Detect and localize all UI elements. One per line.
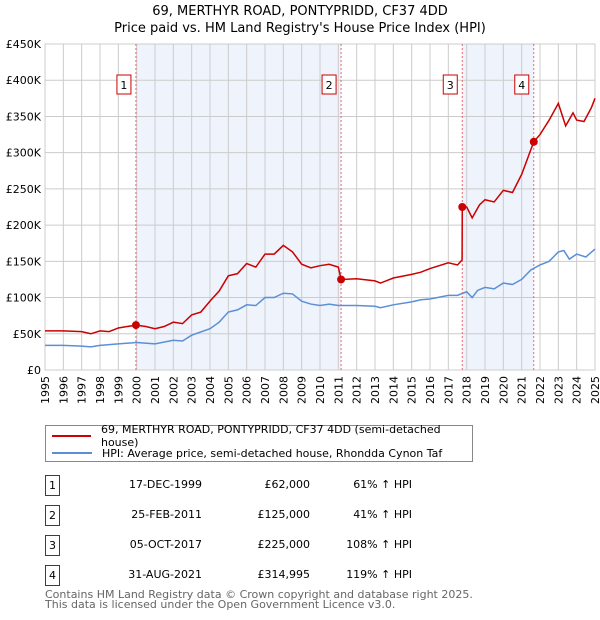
transaction-price: £225,000 (257, 538, 311, 551)
x-tick-label: 1995 (39, 376, 52, 404)
transaction-row: 3 05-OCT-2017 £225,000 108% ↑ HPI (45, 535, 445, 556)
x-tick-label: 2014 (387, 376, 400, 404)
legend-label: 69, MERTHYR ROAD, PONTYPRIDD, CF37 4DD (… (100, 423, 441, 449)
transaction-hpi-change: 41% ↑ HPI (353, 508, 412, 521)
transaction-hpi-change: 108% ↑ HPI (346, 538, 412, 551)
x-tick-label: 2008 (277, 376, 290, 404)
x-tick-label: 2021 (516, 376, 529, 404)
transaction-hpi-change: 119% ↑ HPI (346, 568, 412, 581)
transaction-row: 4 31-AUG-2021 £314,995 119% ↑ HPI (45, 565, 445, 586)
transaction-number: 1 (45, 475, 60, 496)
x-tick-label: 2022 (534, 376, 547, 404)
y-tick-label: £400K (6, 74, 42, 87)
x-tick-label: 2002 (167, 376, 180, 404)
sale-point (529, 137, 538, 146)
chart-title: 69, MERTHYR ROAD, PONTYPRIDD, CF37 4DD (152, 4, 448, 19)
y-tick-label: £200K (6, 219, 42, 232)
x-tick-label: 2020 (497, 376, 510, 404)
transaction-row: 2 25-FEB-2011 £125,000 41% ↑ HPI (45, 505, 445, 526)
x-tick-label: 2023 (552, 376, 565, 404)
y-tick-label: £250K (6, 183, 42, 196)
legend-label: HPI: Average price, semi-detached house,… (102, 446, 443, 460)
transaction-price: £62,000 (264, 478, 311, 491)
x-tick-label: 2006 (241, 376, 254, 404)
sale-label-box (514, 74, 530, 95)
transaction-price: £314,995 (257, 568, 311, 581)
x-tick-label: 2003 (186, 376, 199, 404)
sale-label: 2 (326, 79, 333, 92)
x-tick-label: 2018 (461, 376, 474, 404)
legend-swatch-blue (52, 452, 92, 454)
legend-swatch-red (52, 435, 91, 437)
chart-subtitle: Price paid vs. HM Land Registry's House … (114, 21, 486, 36)
x-tick-label: 2016 (424, 376, 437, 404)
sale-label-box (321, 74, 337, 95)
legend: 69, MERTHYR ROAD, PONTYPRIDD, CF37 4DD (… (45, 423, 473, 462)
shaded-period (135, 44, 342, 370)
x-tick-label: 2011 (332, 376, 345, 404)
x-tick-label: 2019 (479, 376, 492, 404)
legend-item-property: 69, MERTHYR ROAD, PONTYPRIDD, CF37 4DD (… (52, 423, 472, 449)
y-tick-label: £100K (6, 292, 42, 305)
transaction-number: 4 (45, 565, 60, 586)
sale-label-box (442, 74, 458, 95)
y-tick-label: £350K (6, 110, 42, 123)
x-tick-label: 2024 (571, 376, 584, 404)
x-tick-label: 2001 (149, 376, 162, 404)
x-tick-label: 2012 (351, 376, 364, 404)
x-tick-label: 2009 (296, 376, 309, 404)
sale-label-box (116, 74, 132, 95)
transaction-row: 1 17-DEC-1999 £62,000 61% ↑ HPI (45, 475, 445, 496)
sale-label: 3 (447, 79, 454, 92)
transaction-date: 05-OCT-2017 (129, 538, 202, 551)
sale-label: 1 (120, 79, 127, 92)
y-tick-label: £150K (6, 255, 42, 268)
footer-copyright: Contains HM Land Registry data © Crown c… (45, 588, 473, 601)
transaction-date: 25-FEB-2011 (131, 508, 202, 521)
x-tick-label: 2017 (442, 376, 455, 404)
y-tick-label: £450K (6, 38, 42, 51)
sale-label: 4 (518, 79, 525, 92)
y-tick-label: £300K (6, 147, 42, 160)
y-tick-label: £0 (27, 364, 41, 377)
x-tick-label: 2010 (314, 376, 327, 404)
x-tick-label: 2005 (222, 376, 235, 404)
transaction-price: £125,000 (257, 508, 311, 521)
x-tick-label: 2025 (589, 376, 600, 404)
x-tick-label: 1996 (57, 376, 70, 404)
series-line (45, 248, 596, 348)
x-tick-label: 1997 (76, 376, 89, 404)
transaction-number: 2 (45, 505, 60, 526)
transaction-number: 3 (45, 535, 60, 556)
x-tick-label: 2000 (131, 376, 144, 404)
legend-item-hpi: HPI: Average price, semi-detached house,… (52, 445, 442, 461)
x-tick-label: 2013 (369, 376, 382, 404)
sale-point (458, 203, 467, 211)
x-tick-label: 2007 (259, 376, 272, 404)
series-line (45, 98, 596, 335)
sale-point (337, 275, 346, 284)
transaction-date: 17-DEC-1999 (128, 478, 202, 491)
transaction-date: 31-AUG-2021 (128, 568, 202, 581)
footer-licence: This data is licensed under the Open Gov… (45, 598, 396, 611)
x-tick-label: 2004 (204, 376, 217, 404)
sale-point (131, 321, 140, 330)
x-tick-label: 2015 (406, 376, 419, 404)
price-chart: 1995 1996 1997 1998 1999 2000 2001 2002 2003 2004… (6, 38, 600, 404)
x-tick-label: 1999 (112, 376, 125, 404)
y-tick-label: £50K (13, 328, 42, 341)
transaction-hpi-change: 61% ↑ HPI (353, 478, 412, 491)
x-tick-label: 1998 (94, 376, 107, 404)
